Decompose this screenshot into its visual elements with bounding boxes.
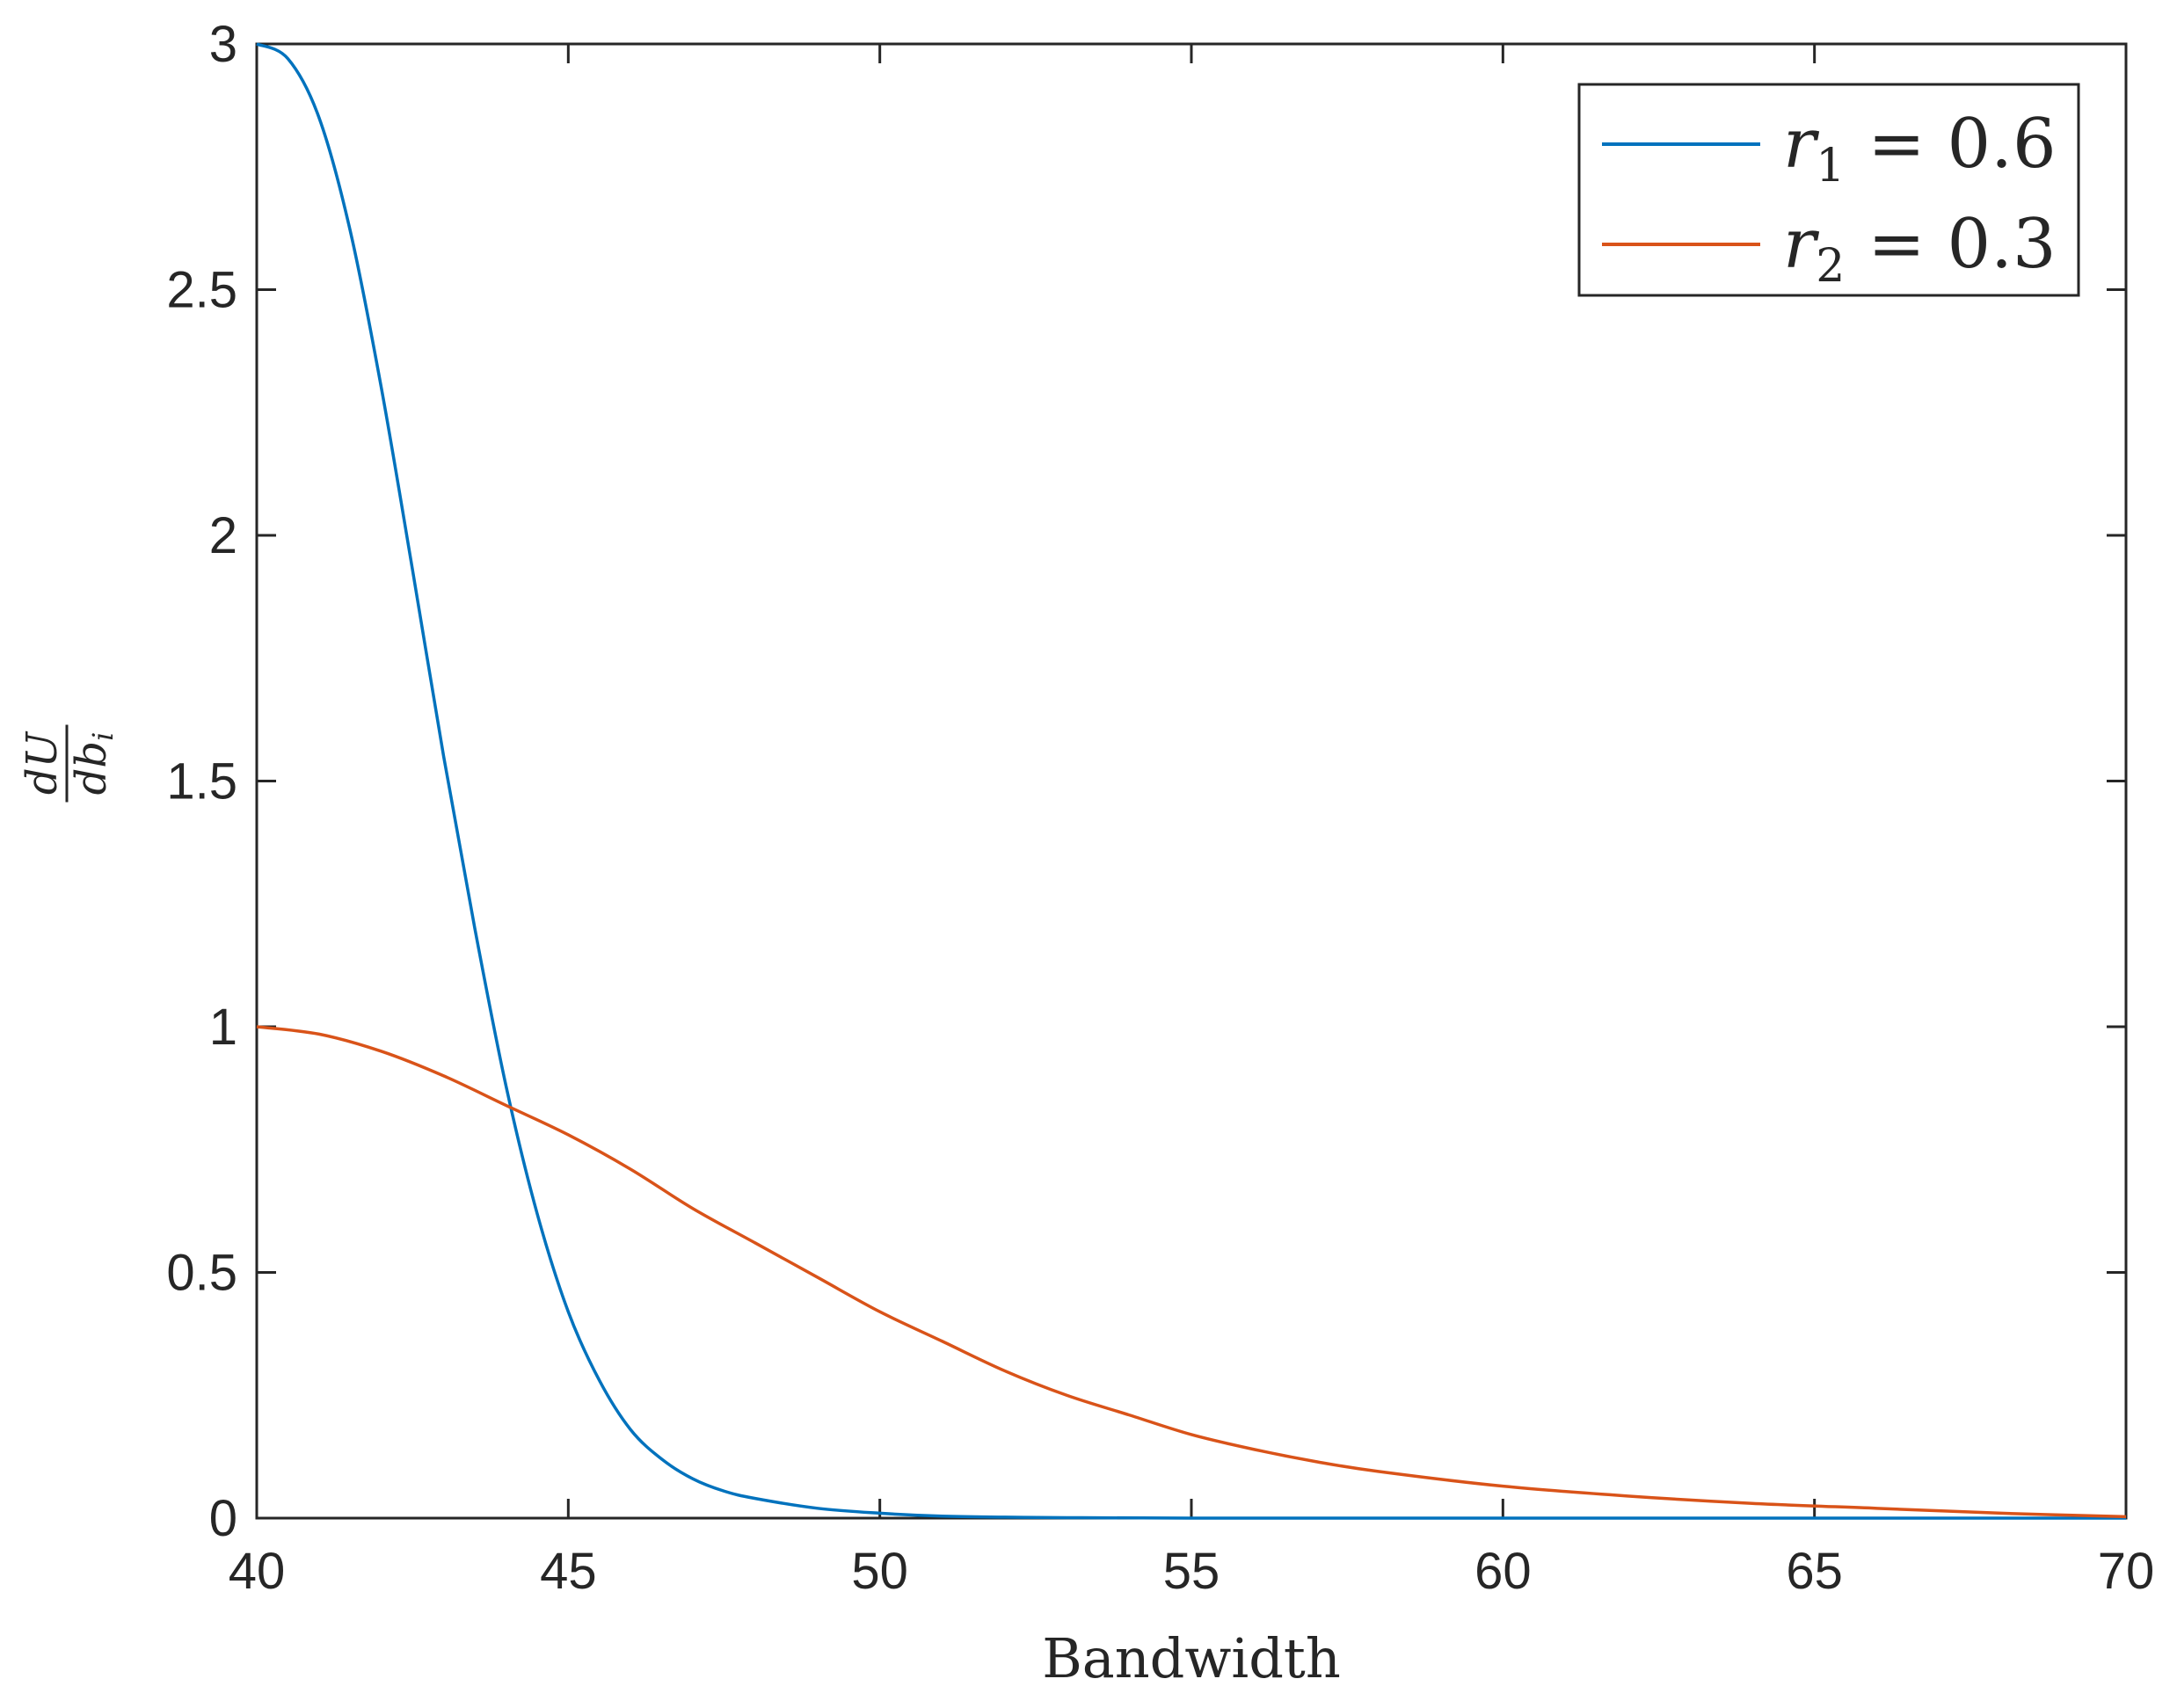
legend-label-1: r1 = 0.6 <box>1783 105 2057 193</box>
y-axis-label: dU dbi <box>18 724 120 803</box>
x-tick-label: 50 <box>851 1543 908 1600</box>
y-axis-label-denominator-sub: i <box>86 732 120 741</box>
y-tick-label: 0.5 <box>166 1245 237 1302</box>
y-tick-label: 2.5 <box>166 262 237 319</box>
series-layer <box>256 42 2127 1520</box>
x-tick-label: 55 <box>1163 1543 1220 1600</box>
y-tick-label: 1 <box>209 999 237 1056</box>
y-tick-label: 2 <box>209 507 237 564</box>
y-axis-label-numerator: dU <box>18 730 67 795</box>
x-tick-label: 45 <box>540 1543 597 1600</box>
x-tick-label: 65 <box>1786 1543 1843 1600</box>
legend-box <box>1577 83 2080 297</box>
series-line-2 <box>256 1025 2127 1519</box>
y-tick-label: 3 <box>209 16 237 73</box>
y-tick-label: 1.5 <box>166 753 237 810</box>
x-axis-label: Bandwidth <box>1042 1626 1341 1690</box>
x-tick-label: 40 <box>229 1543 286 1600</box>
x-tick-label: 60 <box>1474 1543 1532 1600</box>
y-axis-label-denominator: dbi <box>67 732 120 796</box>
legend-label-2: r2 = 0.3 <box>1783 205 2057 293</box>
axis-tick-labels: 40 45 50 55 60 65 70 0 0.5 1 1.5 2 2.5 3 <box>166 16 2154 1600</box>
x-tick-label: 70 <box>2098 1543 2155 1600</box>
y-tick-label: 0 <box>209 1490 237 1547</box>
legend: r1 = 0.6 r2 = 0.3 <box>1577 83 2080 297</box>
y-axis-label-denominator-base: db <box>67 741 116 795</box>
series-line-1 <box>256 42 2126 1520</box>
